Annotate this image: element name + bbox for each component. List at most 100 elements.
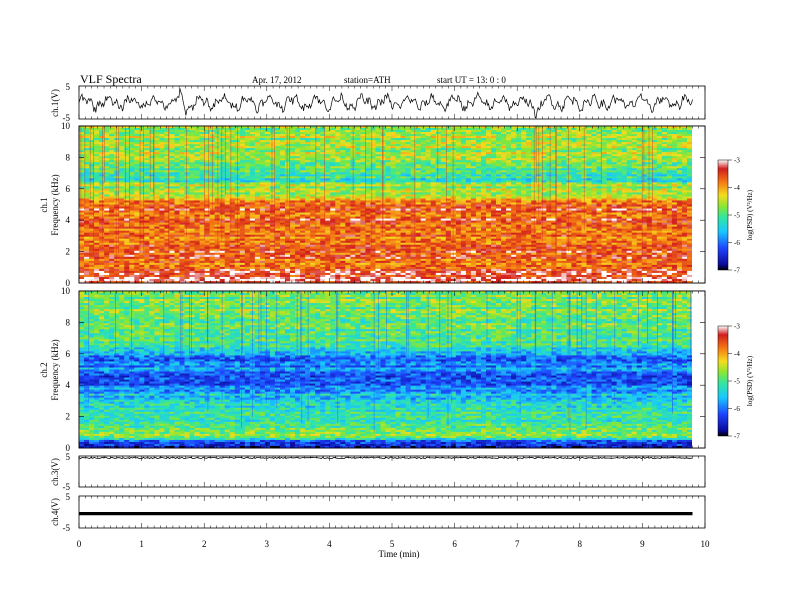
spectrogram-cell <box>681 126 688 129</box>
spectrogram-cell <box>94 182 100 185</box>
spectrogram-cell <box>596 204 602 207</box>
spectrogram-cell <box>470 178 477 181</box>
spectrogram-cell <box>199 138 206 141</box>
spectrogram-cell <box>179 194 185 197</box>
spectrogram-cell <box>119 182 125 185</box>
spectrogram-cell <box>501 184 507 187</box>
spectrogram-cell <box>335 206 341 209</box>
spectrogram-cell <box>315 194 321 197</box>
spectrogram-cell <box>375 154 381 157</box>
spectrogram-cell <box>239 150 246 153</box>
spectrogram-cell <box>440 148 447 151</box>
spectrogram-cell <box>686 170 693 173</box>
spectrogram-cell <box>425 206 432 209</box>
spectrogram-cell <box>279 156 286 159</box>
spectrogram-cell <box>621 180 628 183</box>
spectrogram-cell <box>420 176 427 179</box>
spectrogram-cell <box>154 152 160 155</box>
spectrogram-cell <box>84 140 90 143</box>
spectrogram-cell <box>475 176 482 179</box>
spectrogram-cell <box>440 200 447 203</box>
spectrogram-cell <box>279 126 286 129</box>
spectrogram-cell <box>415 192 422 195</box>
spectrogram-cell <box>516 140 522 143</box>
spectrogram-cell <box>315 136 321 139</box>
spectrogram-cell <box>109 200 115 203</box>
spectrogram-cell <box>606 156 612 159</box>
spectrogram-cell <box>169 176 175 179</box>
spectrogram-cell <box>626 142 633 145</box>
spectrogram-cell <box>335 132 341 135</box>
spectrogram-cell <box>249 128 256 131</box>
spectrogram-cell <box>94 136 100 139</box>
spectrogram-cell <box>274 200 281 203</box>
spectrogram-cell <box>681 132 688 135</box>
spectrogram-cell <box>475 166 482 169</box>
spectrogram-cell <box>506 132 512 135</box>
spectrogram-cell <box>435 158 442 161</box>
spectrogram-cell <box>491 196 497 199</box>
spectrogram-cell <box>445 196 452 199</box>
spectrogram-cell <box>445 184 452 187</box>
spectrogram-cell <box>671 154 678 157</box>
spectrogram-cell <box>636 162 643 165</box>
spectrogram-cell <box>290 170 296 173</box>
spectrogram-cell <box>556 178 562 181</box>
spectrogram-cell <box>224 172 231 175</box>
spectrogram-cell <box>661 144 668 147</box>
spectrogram-cell <box>340 162 346 165</box>
spectrogram-cell <box>626 126 633 129</box>
spectrogram-cell <box>586 166 592 169</box>
spectrogram-cell <box>285 182 291 185</box>
spectrogram-cell <box>676 182 683 185</box>
spectrogram-cell <box>204 182 211 185</box>
spectrogram-cell <box>601 176 607 179</box>
spectrogram-cell <box>641 192 648 195</box>
spectrogram-cell <box>591 138 597 141</box>
spectrogram-cell <box>375 194 381 197</box>
spectrogram-cell <box>174 136 180 139</box>
spectrogram-cell <box>249 168 256 171</box>
spectrogram-cell <box>681 174 688 177</box>
spectrogram-cell <box>591 176 597 179</box>
spectrogram-cell <box>269 162 276 165</box>
spectrogram-cell <box>119 164 125 167</box>
spectrogram-cell <box>626 144 633 147</box>
spectrogram-cell <box>370 190 376 193</box>
spectrogram-cell <box>455 156 462 159</box>
spectrogram-cell <box>355 128 361 131</box>
spectrogram-cell <box>546 134 552 137</box>
spectrogram-cell <box>290 144 296 147</box>
spectrogram-cell <box>189 184 195 187</box>
spectrogram-cell <box>611 196 618 199</box>
spectrogram-cell <box>365 162 371 165</box>
spectrogram-cell <box>420 150 427 153</box>
spectrogram-cell <box>666 158 673 161</box>
spectrogram-cell <box>435 128 442 131</box>
spectrogram-cell <box>641 164 648 167</box>
spectrogram-cell <box>94 138 100 141</box>
spectrogram-cell <box>79 172 85 175</box>
spectrogram-cell <box>109 168 115 171</box>
spectrogram-cell <box>279 150 286 153</box>
spectrogram-cell <box>556 198 562 201</box>
spectrogram-cell <box>79 128 85 131</box>
spectrogram-cell <box>566 178 572 181</box>
spectrogram-cell <box>521 164 527 167</box>
spectrogram-cell <box>591 146 597 149</box>
spectrogram-cell <box>119 202 125 205</box>
spectrogram-cell <box>305 168 311 171</box>
spectrogram-cell <box>300 176 306 179</box>
spectrogram-cell <box>355 198 361 201</box>
spectrogram-cell <box>365 144 371 147</box>
spectrogram-cell <box>360 198 366 201</box>
spectrogram-cell <box>621 126 628 129</box>
spectrogram-cell <box>521 190 527 193</box>
spectrogram-cell <box>385 144 391 147</box>
spectrogram-cell <box>636 168 643 171</box>
spectrogram-cell <box>239 154 246 157</box>
spectrogram-cell <box>445 182 452 185</box>
spectrogram-cell <box>335 174 341 177</box>
spectrogram-cell <box>315 156 321 159</box>
spectrogram-cell <box>395 204 401 207</box>
